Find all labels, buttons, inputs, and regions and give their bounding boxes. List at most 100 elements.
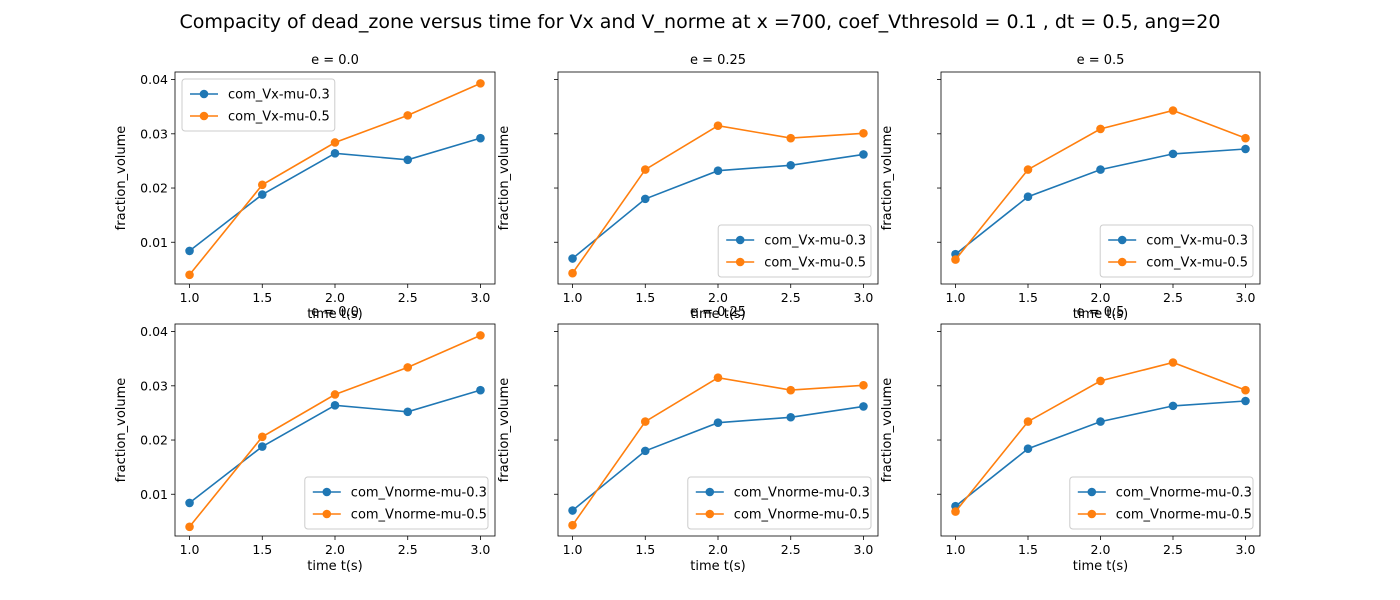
y-axis-label: fraction_volume bbox=[880, 378, 895, 483]
legend-swatch-marker bbox=[1117, 235, 1127, 245]
data-point bbox=[330, 390, 340, 399]
legend-label: com_Vx-mu-0.3 bbox=[1146, 234, 1248, 249]
x-tick-label: 1.5 bbox=[252, 542, 272, 557]
plot-frame bbox=[557, 71, 879, 285]
data-point bbox=[1096, 376, 1105, 386]
x-axis-label: time t(s) bbox=[1073, 307, 1129, 322]
plot-frame bbox=[174, 71, 496, 285]
legend-swatch-marker bbox=[1087, 487, 1097, 497]
data-point bbox=[403, 155, 413, 165]
x-tick-label: 2.5 bbox=[398, 542, 418, 557]
x-tick-label: 1.5 bbox=[1018, 542, 1038, 557]
y-axis-label: fraction_volume bbox=[114, 378, 129, 483]
data-point bbox=[257, 180, 267, 190]
x-tick-label: 2.0 bbox=[325, 290, 345, 305]
x-tick-label: 1.5 bbox=[252, 290, 272, 305]
y-tick-label: 0.04 bbox=[140, 72, 168, 87]
legend-box bbox=[687, 476, 872, 530]
data-point bbox=[713, 418, 723, 427]
data-point bbox=[330, 149, 340, 158]
y-tick-label: 0.01 bbox=[140, 487, 168, 502]
y-axis-label: fraction_volume bbox=[880, 126, 895, 231]
data-point bbox=[640, 446, 650, 456]
subplot-4: e = 0.0 1.0 1.5 2.0 2.5 3.0 0.01 0.02 0.03 0.04 ti… bbox=[114, 305, 496, 574]
legend-swatch-marker bbox=[705, 487, 715, 497]
legend-label: com_Vnorme-mu-0.5 bbox=[734, 508, 870, 523]
x-axis-label: time t(s) bbox=[307, 559, 363, 574]
x-axis-label: time t(s) bbox=[690, 307, 746, 322]
legend-box bbox=[1099, 224, 1254, 278]
legend: com_Vx-mu-0.3 com_Vx-mu-0.5 bbox=[717, 224, 872, 278]
data-point bbox=[1168, 401, 1178, 411]
y-tick-label: 0.04 bbox=[140, 324, 168, 339]
data-point bbox=[476, 133, 485, 143]
data-point bbox=[1241, 385, 1250, 395]
data-point bbox=[1241, 133, 1250, 143]
y-axis-label: fraction_volume bbox=[497, 126, 512, 231]
y-axis-label: fraction_volume bbox=[497, 378, 512, 483]
legend-swatch-marker bbox=[705, 509, 715, 519]
x-tick-label: 1.5 bbox=[635, 542, 655, 557]
legend-swatch-marker bbox=[1117, 257, 1127, 267]
legend-label: com_Vx-mu-0.5 bbox=[1146, 256, 1248, 271]
legend: com_Vnorme-mu-0.3 com_Vnorme-mu-0.5 bbox=[1069, 476, 1254, 530]
data-point bbox=[713, 166, 723, 175]
legend: com_Vx-mu-0.3 com_Vx-mu-0.5 bbox=[1099, 224, 1254, 278]
data-point bbox=[403, 111, 413, 120]
data-point bbox=[951, 255, 960, 264]
data-point bbox=[859, 128, 868, 138]
x-tick-label: 2.0 bbox=[708, 290, 728, 305]
x-tick-label: 1.5 bbox=[1018, 290, 1038, 305]
data-point bbox=[568, 268, 577, 278]
legend: com_Vnorme-mu-0.3 com_Vnorme-mu-0.5 bbox=[687, 476, 872, 530]
legend-label: com_Vx-mu-0.5 bbox=[228, 110, 330, 125]
legend-box bbox=[181, 78, 336, 132]
data-point bbox=[1023, 444, 1033, 454]
data-point bbox=[568, 520, 577, 530]
subplot-title: e = 0.25 bbox=[690, 53, 746, 68]
data-point bbox=[1168, 149, 1178, 159]
subplot-title: e = 0.0 bbox=[311, 53, 359, 68]
x-tick-label: 2.5 bbox=[781, 290, 801, 305]
legend-label: com_Vnorme-mu-0.5 bbox=[1116, 508, 1252, 523]
data-point bbox=[257, 432, 267, 442]
plot-frame bbox=[940, 71, 1261, 285]
figure-title: Compacity of dead_zone versus time for V… bbox=[180, 11, 1221, 33]
subplot-3: e = 0.5 1.0 1.5 2.0 2.5 3.0 time t(s) fraction_… bbox=[880, 53, 1261, 322]
x-tick-label: 1.0 bbox=[180, 542, 200, 557]
legend-label: com_Vnorme-mu-0.3 bbox=[351, 486, 487, 501]
x-tick-label: 3.0 bbox=[1236, 290, 1256, 305]
legend-swatch-marker bbox=[199, 111, 209, 121]
x-tick-label: 3.0 bbox=[854, 542, 874, 557]
subplot-1: e = 0.0 1.0 1.5 2.0 2.5 3.0 0.01 0.02 0.03 0.04 ti… bbox=[114, 53, 496, 322]
data-point bbox=[786, 412, 796, 422]
data-point bbox=[640, 165, 650, 174]
data-point bbox=[1168, 106, 1178, 115]
data-point bbox=[257, 190, 267, 199]
subplot-title: e = 0.5 bbox=[1077, 305, 1125, 320]
data-point bbox=[403, 407, 413, 417]
data-point bbox=[1241, 396, 1250, 406]
data-point bbox=[713, 373, 723, 382]
data-point bbox=[476, 79, 485, 88]
y-tick-label: 0.03 bbox=[140, 126, 168, 141]
legend-swatch-marker bbox=[322, 509, 332, 519]
x-axis-label: time t(s) bbox=[1073, 559, 1129, 574]
data-point bbox=[786, 160, 796, 170]
x-tick-label: 2.5 bbox=[781, 542, 801, 557]
legend-box bbox=[1069, 476, 1254, 530]
subplot-grid: e = 0.0 1.0 1.5 2.0 2.5 3.0 0.01 0.02 0.03 0.04 ti… bbox=[114, 53, 1261, 574]
data-point bbox=[859, 150, 868, 159]
x-tick-label: 2.0 bbox=[708, 542, 728, 557]
x-tick-label: 1.0 bbox=[946, 542, 966, 557]
x-tick-label: 2.0 bbox=[1091, 542, 1111, 557]
data-point bbox=[185, 522, 194, 532]
plot-frame bbox=[557, 323, 879, 537]
data-point bbox=[1241, 144, 1250, 154]
legend-swatch-marker bbox=[735, 257, 745, 267]
data-point bbox=[859, 402, 868, 411]
data-point bbox=[951, 507, 960, 516]
data-point bbox=[476, 331, 485, 340]
x-axis-label: time t(s) bbox=[307, 307, 363, 322]
data-point bbox=[640, 194, 650, 204]
